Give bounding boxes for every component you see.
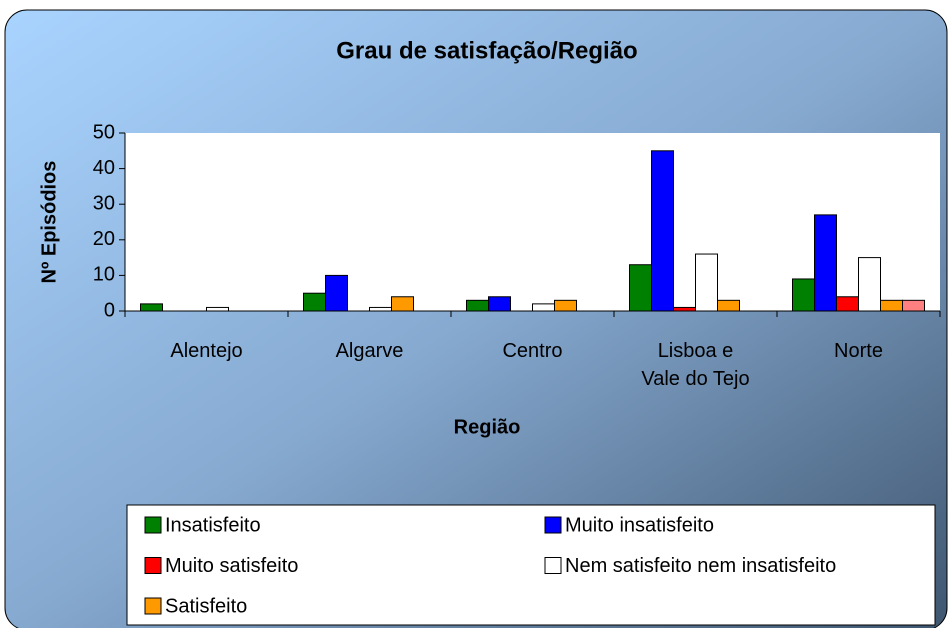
bar xyxy=(140,303,163,312)
legend-label: Satisfeito xyxy=(165,595,247,617)
bar xyxy=(325,274,348,312)
bar xyxy=(488,296,511,312)
x-tick-label: Norte xyxy=(834,340,883,362)
legend-swatch xyxy=(544,557,562,574)
y-axis-title: Nº Episódios xyxy=(38,161,60,284)
legend-swatch xyxy=(144,557,162,574)
bar xyxy=(369,306,392,312)
legend-swatch xyxy=(144,516,162,534)
x-tick-label: Lisboa e Vale do Tejo xyxy=(641,340,750,390)
y-tick-label: 20 xyxy=(93,228,115,250)
legend-swatch xyxy=(144,597,162,615)
legend-label: Nem satisfeito nem insatisfeito xyxy=(565,555,836,577)
legend-label: Insatisfeito xyxy=(165,514,261,536)
legend-label: Muito insatisfeito xyxy=(565,514,714,536)
y-tick-label: 30 xyxy=(93,192,115,214)
bar xyxy=(814,214,837,312)
bar xyxy=(554,299,577,312)
bar xyxy=(880,299,903,312)
bar xyxy=(303,292,326,312)
bar xyxy=(792,278,815,312)
x-tick-label: Algarve xyxy=(335,340,404,362)
y-tick-label: 0 xyxy=(104,299,115,321)
bar xyxy=(391,296,414,312)
x-axis-title: Região xyxy=(454,416,521,438)
y-tick-label: 50 xyxy=(93,121,115,143)
legend xyxy=(126,504,936,626)
bar xyxy=(629,264,652,312)
bar xyxy=(858,257,881,312)
legend-label: Muito satisfeito xyxy=(165,555,298,577)
bar xyxy=(466,299,489,312)
y-tick-label: 10 xyxy=(93,264,115,286)
bar xyxy=(532,303,555,312)
bar xyxy=(673,306,696,312)
legend-swatch xyxy=(544,516,562,534)
bar xyxy=(651,150,674,312)
bar xyxy=(717,299,740,312)
y-tick-label: 40 xyxy=(93,157,115,179)
bar xyxy=(695,253,718,312)
bar xyxy=(836,296,859,312)
x-tick-label: Centro xyxy=(502,340,563,362)
bar xyxy=(206,306,229,312)
bar xyxy=(902,299,925,312)
chart-title: Grau de satisfação/Região xyxy=(336,37,637,64)
x-tick-label: Alentejo xyxy=(170,340,243,362)
